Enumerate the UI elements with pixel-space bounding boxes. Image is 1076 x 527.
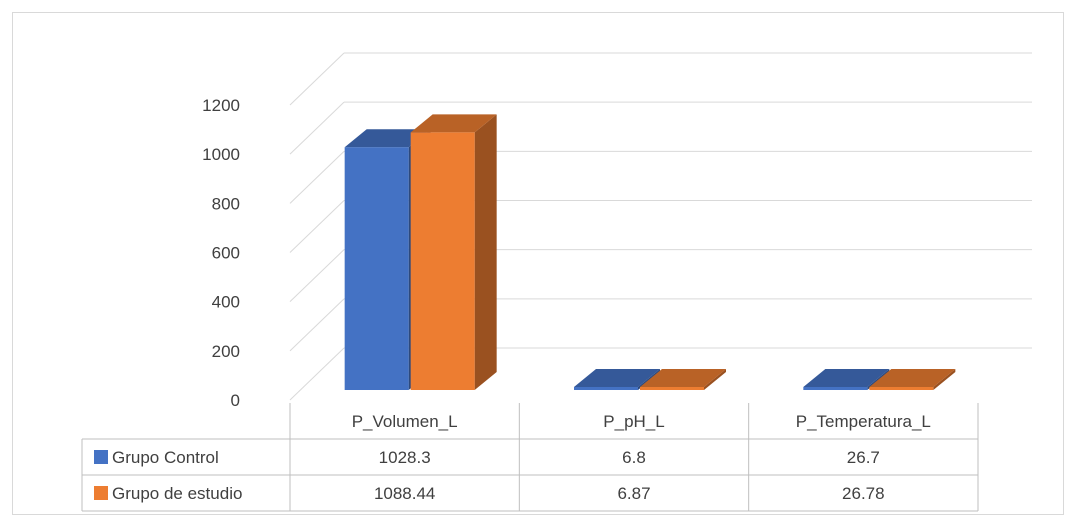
data-value: 1028.3: [379, 448, 431, 467]
data-value: 6.8: [622, 448, 646, 467]
gridline-side-3: [289, 200, 345, 253]
y-tick-label: 1000: [202, 145, 240, 164]
gridline-side-2: [289, 249, 345, 303]
data-value: 6.87: [617, 484, 650, 503]
gridline-side-6: [289, 52, 345, 106]
data-value: 1088.44: [374, 484, 435, 503]
y-tick-label: 800: [212, 194, 240, 213]
data-value: 26.78: [842, 484, 885, 503]
gridline-side-4: [289, 150, 345, 204]
bar-2-1: [869, 387, 934, 390]
y-tick-label: 0: [231, 391, 240, 410]
bar-0-0: [344, 147, 409, 390]
legend-key: [94, 486, 108, 500]
bar-2-0: [803, 387, 868, 390]
bar-side-0-1: [474, 114, 497, 390]
chart-frame: [12, 12, 1064, 515]
gridline-side-1: [289, 298, 345, 352]
bar-top-0-0: [344, 129, 431, 148]
bar-top-2-1: [869, 369, 956, 387]
y-tick-label: 200: [212, 342, 240, 361]
bar-side-2-1: [933, 369, 956, 390]
data-value: 26.7: [847, 448, 880, 467]
category-label: P_Volumen_L: [352, 412, 458, 431]
bar-side-1-1: [704, 369, 726, 390]
y-tick-label: 600: [212, 244, 240, 263]
series-name: Grupo Control: [112, 448, 219, 467]
bar-top-0-1: [410, 114, 497, 133]
series-name: Grupo de estudio: [112, 484, 242, 503]
bar-1-1: [640, 387, 704, 390]
gridline-side-0: [289, 347, 345, 401]
y-tick-label: 400: [212, 293, 240, 312]
gridline-side-5: [289, 101, 345, 155]
legend-key: [94, 450, 108, 464]
bar-1-0: [574, 387, 638, 390]
bar-0-1: [410, 132, 475, 390]
bar-top-1-1: [640, 369, 726, 387]
y-tick-label: 1200: [202, 96, 240, 115]
category-label: P_Temperatura_L: [796, 412, 931, 431]
category-label: P_pH_L: [603, 412, 664, 431]
bar-top-2-0: [803, 369, 890, 387]
bar-top-1-0: [574, 369, 660, 387]
